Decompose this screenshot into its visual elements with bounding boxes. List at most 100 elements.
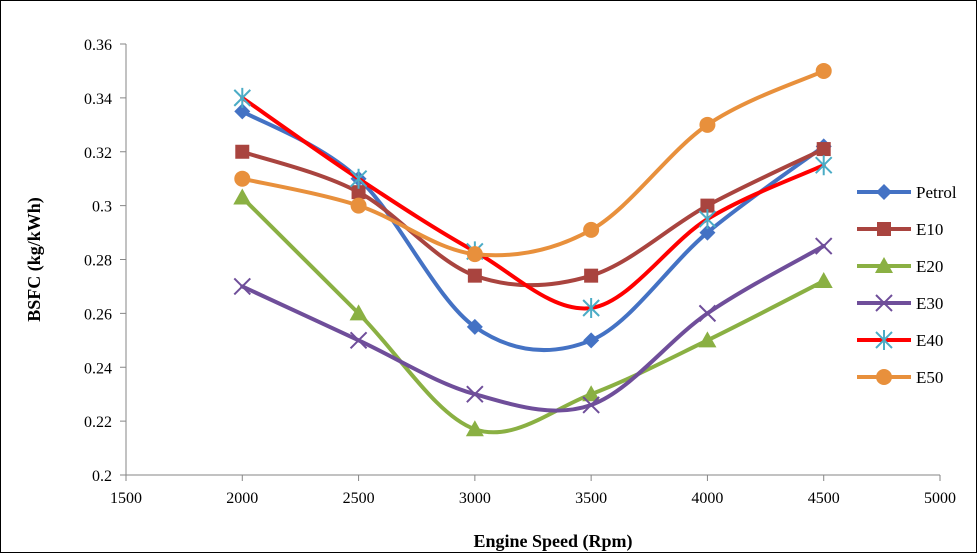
legend-label-petrol: Petrol [916,183,957,202]
legend-label-e50: E50 [916,368,943,387]
series-line-e40 [240,95,826,311]
data-point-petrol-shape [466,318,483,335]
data-point-e50-shape [234,170,251,187]
data-point-e10 [235,144,250,159]
data-point-e50 [583,221,600,238]
x-tick-label: 4000 [691,490,723,507]
data-point-e20 [582,385,601,402]
y-tick-label: 0.26 [84,306,112,323]
legend-label-e10: E10 [916,220,943,239]
y-tick-label: 0.2 [92,468,112,485]
legend-marker-e20-shape [875,257,893,273]
y-tick-label: 0.28 [84,253,112,270]
data-point-e30-shape [233,277,251,296]
x-tick-label: 2500 [343,490,375,507]
data-point-e50-shape [583,221,600,238]
x-tick-label: 5000 [924,490,956,507]
data-point-e10-shape [351,185,366,200]
data-point-e30-shape [698,304,717,323]
data-point-petrol [466,318,483,335]
legend-label-e30: E30 [916,294,943,313]
legend-marker-e20 [875,257,893,273]
data-point-e10 [467,268,482,283]
data-point-petrol [699,224,716,241]
data-point-e40 [698,209,717,230]
data-point-e40 [349,168,368,189]
data-point-e20 [465,420,484,437]
x-tick-label: 3000 [459,490,491,507]
series-line-e20 [240,195,826,435]
data-point-e20 [814,272,833,289]
data-point-e30 [698,304,717,323]
data-point-e10-shape [235,144,250,159]
data-point-e20-shape [582,385,601,402]
legend-marker-e10 [877,222,891,236]
legend-marker-e40 [875,330,893,350]
data-point-e50-shape [699,116,716,133]
y-tick-label: 0.34 [84,91,112,108]
series-line-e10 [240,147,826,288]
x-axis-title: Engine Speed (Rpm) [473,531,632,552]
data-point-e10-shape [816,142,831,157]
legend-marker-e10-shape [877,222,891,236]
data-point-e20-shape [465,420,484,437]
data-point-e50 [815,62,832,79]
data-point-e50 [466,246,483,263]
legend-marker-e30 [875,294,893,312]
data-point-e40-shape [349,168,368,189]
legend-marker-petrol [876,184,892,200]
data-point-e10-shape [467,268,482,283]
legend-marker-e40-shape [875,330,893,350]
data-point-e20-shape [814,272,833,289]
legend-marker-petrol-shape [876,184,892,200]
y-tick-label: 0.24 [84,360,112,377]
x-tick-label: 1500 [110,490,142,507]
data-point-e40 [582,297,600,318]
data-point-e10 [584,268,599,283]
y-axis-title: BSFC (kg/kWh) [24,197,45,322]
data-point-e30 [815,237,833,255]
data-point-petrol-shape [234,103,251,120]
series-line-petrol [240,109,826,353]
legend-label-e20: E20 [916,257,943,276]
data-point-e20 [233,188,252,205]
legend-marker-e50-shape [876,369,892,385]
data-point-e20-shape [233,188,252,205]
data-point-petrol [234,103,251,120]
data-point-e30-shape [466,385,484,403]
series-line-e30 [240,244,826,413]
data-point-e50 [699,116,716,133]
x-tick-label: 4500 [808,490,840,507]
y-tick-label: 0.3 [92,199,112,216]
legend-label-e40: E40 [916,331,943,350]
y-tick-label: 0.32 [84,145,112,162]
data-point-e10 [351,185,366,200]
y-tick-label: 0.36 [84,37,112,54]
data-point-petrol-shape [583,332,600,349]
data-point-e50-shape [350,197,367,214]
data-point-e40-shape [698,209,717,230]
data-point-e30-shape [349,331,368,350]
data-point-e50-shape [815,62,832,79]
data-point-e10-shape [700,198,715,213]
legend-marker-e30-shape [875,294,893,312]
data-point-petrol [583,332,600,349]
data-point-e10 [816,142,831,157]
data-point-e40 [815,155,833,176]
data-point-e30 [349,331,368,350]
data-point-e10 [700,198,715,213]
legend-marker-e50 [876,369,892,385]
data-point-e30-shape [815,237,833,255]
data-point-e40 [233,87,251,108]
data-point-e50 [234,170,251,187]
data-point-e50-shape [466,246,483,263]
y-tick-label: 0.22 [84,414,112,431]
data-point-e30 [466,385,484,403]
data-point-e40-shape [582,297,600,318]
data-point-e30-shape [582,396,600,414]
data-point-e40-shape [815,155,833,176]
data-point-petrol-shape [699,224,716,241]
data-point-e20 [698,331,717,348]
